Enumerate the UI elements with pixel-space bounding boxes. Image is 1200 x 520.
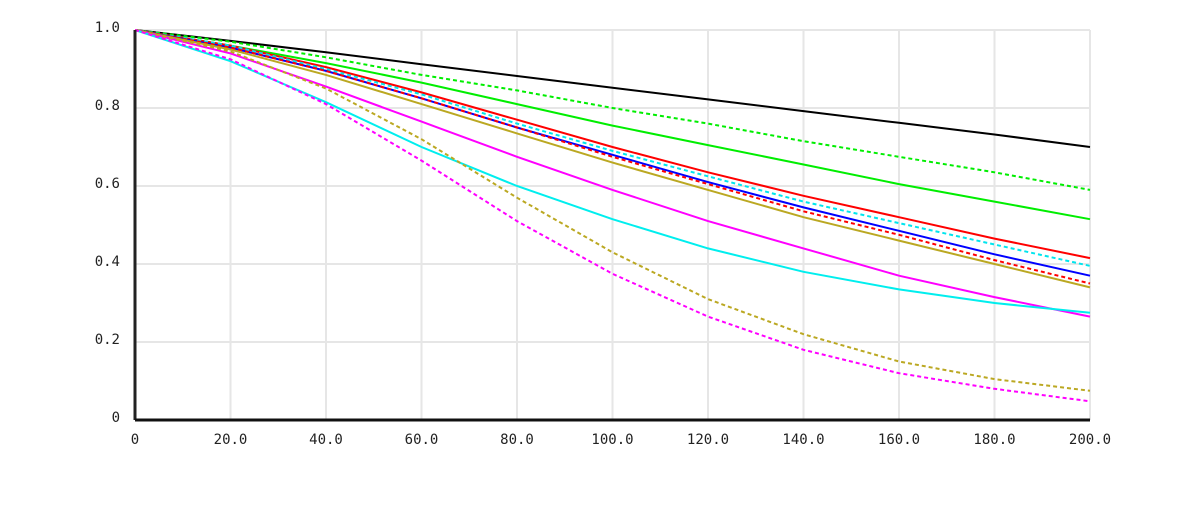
y-tick-label: 0.4 xyxy=(95,254,120,270)
series-line xyxy=(134,29,1091,392)
series-line xyxy=(134,29,1091,191)
x-tick-label: 100.0 xyxy=(591,432,633,448)
y-tick-label: 0 xyxy=(112,410,120,426)
series-line xyxy=(134,29,1091,260)
axes: 0 0.2 0.4 0.6 0.8 1.0 0 20.0 40.0 60.0 80.0 100.0 12… xyxy=(95,20,1111,448)
y-tick-label: 0.6 xyxy=(95,176,120,192)
y-tick-label: 1.0 xyxy=(95,20,120,36)
x-tick-label: 120.0 xyxy=(687,432,729,448)
x-tick-label: 40.0 xyxy=(309,432,343,448)
x-tick-label: 160.0 xyxy=(878,432,920,448)
y-tick-label: 0.2 xyxy=(95,332,120,348)
series-line xyxy=(134,29,1091,285)
series-line xyxy=(134,29,1091,221)
y-tick-label: 0.8 xyxy=(95,98,120,114)
series-line xyxy=(134,29,1091,318)
series-line xyxy=(134,29,1091,267)
x-tick-label: 20.0 xyxy=(214,432,248,448)
x-tick-label: 0 xyxy=(131,432,139,448)
x-tick-label: 60.0 xyxy=(405,432,439,448)
x-tick-label: 200.0 xyxy=(1069,432,1111,448)
series-line xyxy=(134,29,1091,403)
x-tick-label: 140.0 xyxy=(782,432,824,448)
series-line xyxy=(134,29,1091,289)
series-line xyxy=(134,29,1091,148)
x-tick-label: 80.0 xyxy=(500,432,534,448)
lines xyxy=(134,29,1091,403)
x-tick-label: 180.0 xyxy=(973,432,1015,448)
